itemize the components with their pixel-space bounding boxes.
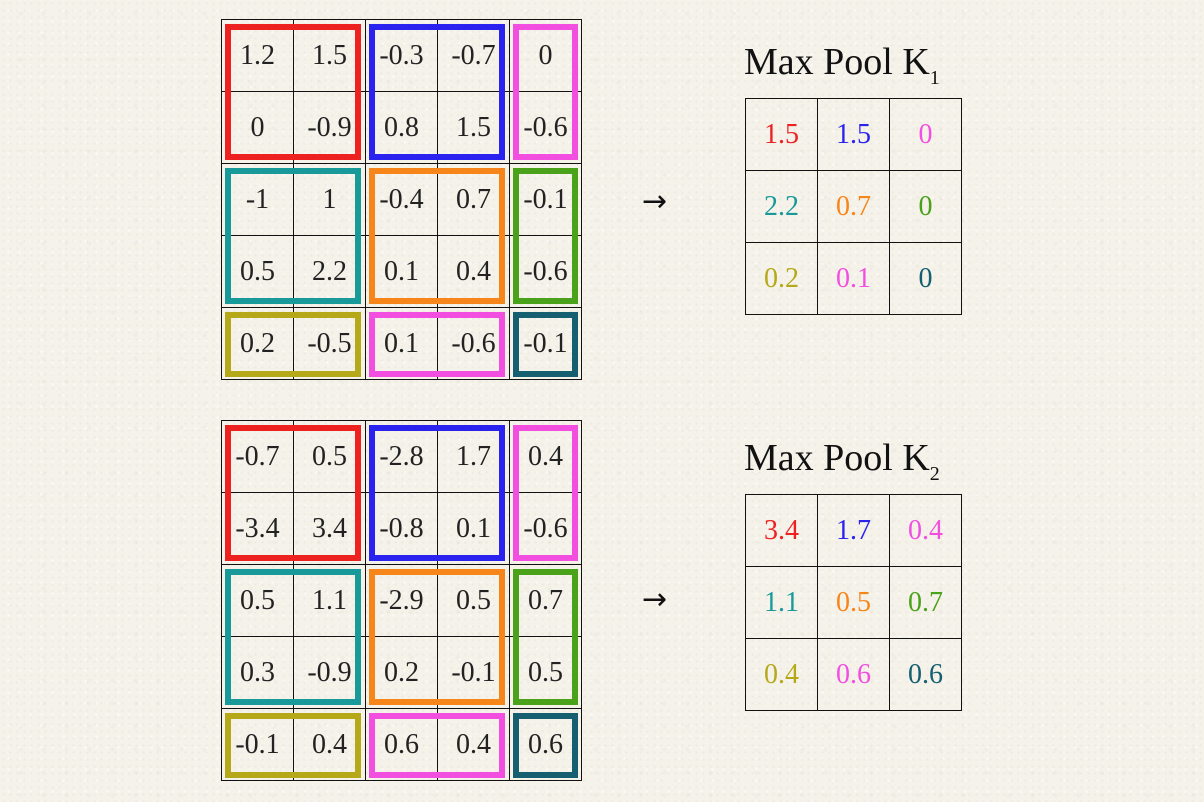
input-cell: -1 <box>222 164 294 236</box>
output-cell: 1.5 <box>818 99 890 171</box>
output-cell: 0.4 <box>746 639 818 711</box>
input-cell: 1.7 <box>438 421 510 493</box>
input-cell: 1 <box>294 164 366 236</box>
input-cell: 0.5 <box>294 421 366 493</box>
input-cell: -0.6 <box>510 493 582 565</box>
input-cell: -0.3 <box>366 20 438 92</box>
input-cell: 0.3 <box>222 637 294 709</box>
input-cell: 0.5 <box>510 637 582 709</box>
input-cell: -0.9 <box>294 92 366 164</box>
output-cell: 0.6 <box>890 639 962 711</box>
input-cell: 1.2 <box>222 20 294 92</box>
input-cell: -3.4 <box>222 493 294 565</box>
input-cell: 1.1 <box>294 565 366 637</box>
output-grid-2: 3.4 1.7 0.4 1.1 0.5 0.7 0.4 0.6 0.6 <box>745 494 962 711</box>
output-cell: 0 <box>890 99 962 171</box>
input-grid-1: 1.2 1.5 -0.3 -0.7 0 0 -0.9 0.8 1.5 -0.6 -1 1 -0.4 0.7… <box>222 20 582 380</box>
input-cell: 0.6 <box>510 709 582 781</box>
arrow-2: → <box>642 582 668 617</box>
arrow-1: → <box>642 184 668 219</box>
input-cell: -0.1 <box>510 164 582 236</box>
input-cell: 0.5 <box>222 236 294 308</box>
input-cell: -0.1 <box>438 637 510 709</box>
input-cell: 0.4 <box>510 421 582 493</box>
input-cell: 0 <box>222 92 294 164</box>
input-cell: 0.8 <box>366 92 438 164</box>
input-cell: 0.5 <box>438 565 510 637</box>
result-title-2: Max Pool K2 <box>744 436 940 486</box>
input-cell: 0.1 <box>366 308 438 380</box>
result-title-1: Max Pool K1 <box>744 40 940 90</box>
output-cell: 0.6 <box>818 639 890 711</box>
input-cell: -0.1 <box>222 709 294 781</box>
output-cell: 0.7 <box>890 567 962 639</box>
input-cell: 0.5 <box>222 565 294 637</box>
output-cell: 0.7 <box>818 171 890 243</box>
input-cell: 0.6 <box>366 709 438 781</box>
input-cell: 0.1 <box>366 236 438 308</box>
input-cell: 0.7 <box>510 565 582 637</box>
input-cell: -0.6 <box>510 236 582 308</box>
result-title-2-text: Max Pool K <box>744 437 930 479</box>
input-grid-2: -0.7 0.5 -2.8 1.7 0.4 -3.4 3.4 -0.8 0.1 -0.6 0.5 1.… <box>222 421 582 781</box>
output-cell: 0.5 <box>818 567 890 639</box>
input-cell: -0.1 <box>510 308 582 380</box>
output-cell: 2.2 <box>746 171 818 243</box>
output-cell: 0.1 <box>818 243 890 315</box>
result-title-1-text: Max Pool K <box>744 41 930 83</box>
output-cell: 0 <box>890 171 962 243</box>
input-cell: 0.1 <box>438 493 510 565</box>
input-cell: -0.9 <box>294 637 366 709</box>
input-cell: -0.8 <box>366 493 438 565</box>
input-cell: -0.5 <box>294 308 366 380</box>
input-cell: -2.8 <box>366 421 438 493</box>
input-cell: 0.4 <box>438 709 510 781</box>
input-cell: 1.5 <box>438 92 510 164</box>
input-cell: 0.4 <box>294 709 366 781</box>
input-cell: 2.2 <box>294 236 366 308</box>
input-cell: -2.9 <box>366 565 438 637</box>
output-grid-1: 1.5 1.5 0 2.2 0.7 0 0.2 0.1 0 <box>745 98 962 315</box>
input-cell: 0.2 <box>366 637 438 709</box>
output-cell: 0.4 <box>890 495 962 567</box>
output-cell: 1.5 <box>746 99 818 171</box>
input-cell: 3.4 <box>294 493 366 565</box>
input-cell: -0.7 <box>438 20 510 92</box>
input-cell: -0.6 <box>510 92 582 164</box>
output-cell: 1.1 <box>746 567 818 639</box>
output-cell: 0 <box>890 243 962 315</box>
input-cell: 0.4 <box>438 236 510 308</box>
input-cell: 1.5 <box>294 20 366 92</box>
output-cell: 0.2 <box>746 243 818 315</box>
input-cell: -0.7 <box>222 421 294 493</box>
input-cell: 0.2 <box>222 308 294 380</box>
input-cell: -0.6 <box>438 308 510 380</box>
output-cell: 1.7 <box>818 495 890 567</box>
input-cell: 0.7 <box>438 164 510 236</box>
input-cell: -0.4 <box>366 164 438 236</box>
result-title-1-subscript: 1 <box>929 67 940 89</box>
input-cell: 0 <box>510 20 582 92</box>
result-title-2-subscript: 2 <box>929 463 940 485</box>
output-cell: 3.4 <box>746 495 818 567</box>
